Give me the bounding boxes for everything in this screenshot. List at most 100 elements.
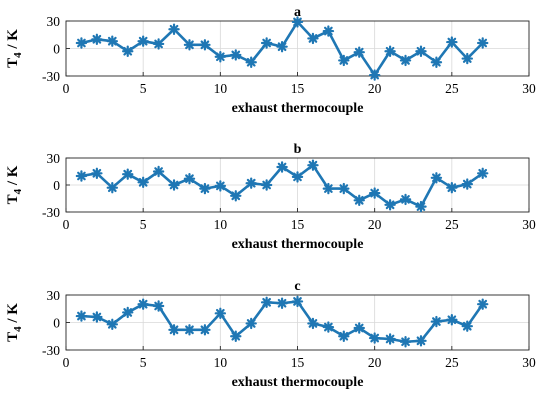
data-point (430, 315, 443, 328)
data-point (338, 330, 350, 342)
data-point (477, 37, 489, 49)
y-tick-label: 0 (53, 42, 60, 57)
data-point (477, 167, 489, 179)
data-point (461, 52, 473, 65)
data-point (152, 165, 165, 178)
data-point (230, 190, 242, 202)
data-point (430, 172, 443, 184)
y-tick-label: 30 (47, 151, 61, 166)
data-point (168, 324, 180, 336)
data-point (260, 296, 273, 309)
data-point (106, 182, 119, 194)
data-point (399, 193, 412, 206)
data-point (122, 306, 134, 319)
data-point (307, 159, 319, 171)
x-tick-label: 0 (63, 355, 70, 370)
x-tick-label: 15 (291, 81, 305, 96)
data-point (353, 46, 365, 58)
data-point (214, 307, 227, 320)
data-point (338, 54, 350, 67)
data-point (106, 318, 119, 331)
x-tick-label: 10 (214, 81, 228, 96)
data-point (353, 322, 365, 334)
data-point (384, 199, 396, 211)
x-axis-label: exhaust thermocouple (232, 101, 364, 116)
data-point (91, 33, 103, 46)
data-point (260, 37, 273, 49)
data-point (368, 69, 381, 81)
x-tick-label: 0 (63, 81, 70, 96)
data-point (230, 330, 242, 342)
data-point (477, 298, 489, 310)
subplot-title: a (294, 5, 301, 20)
data-point (291, 171, 304, 183)
data-point (199, 324, 211, 336)
data-point (384, 333, 396, 345)
data-point (338, 182, 350, 195)
data-point (183, 39, 196, 51)
y-tick-label: -30 (42, 343, 60, 358)
data-point (91, 311, 103, 323)
data-point (91, 167, 103, 179)
x-tick-label: 20 (368, 355, 382, 370)
y-tick-label: 30 (47, 14, 61, 29)
data-point (430, 56, 443, 68)
x-tick-label: 0 (63, 217, 70, 232)
data-point (230, 49, 242, 61)
data-point (199, 182, 211, 195)
data-point (291, 295, 304, 308)
y-tick-label: 0 (53, 316, 60, 331)
data-point (199, 39, 211, 51)
x-tick-label: 25 (445, 217, 459, 232)
data-point (75, 310, 88, 322)
data-point (137, 298, 149, 310)
data-point (260, 179, 273, 191)
x-tick-label: 20 (368, 81, 382, 96)
data-point (322, 25, 335, 37)
data-point (276, 40, 288, 53)
data-point (276, 297, 288, 309)
data-point (307, 32, 319, 45)
subplot-title: c (294, 279, 300, 294)
x-axis-label: exhaust thermocouple (232, 237, 364, 252)
x-tick-label: 10 (214, 217, 228, 232)
x-tick-label: 20 (368, 217, 382, 232)
data-point (245, 177, 257, 189)
data-point (399, 54, 412, 67)
y-tick-label: 0 (53, 178, 60, 193)
y-tick-label: 30 (47, 288, 61, 303)
x-tick-label: 5 (140, 217, 147, 232)
data-point (415, 335, 427, 347)
data-point (75, 170, 88, 182)
x-tick-label: 15 (291, 217, 305, 232)
data-point (446, 36, 458, 48)
data-point (446, 182, 458, 194)
data-point (368, 187, 381, 199)
data-point (137, 176, 149, 188)
data-point (214, 51, 227, 63)
data-point (168, 23, 180, 35)
x-tick-label: 25 (445, 81, 459, 96)
data-point (461, 178, 473, 190)
data-point (461, 320, 473, 332)
data-point (106, 35, 119, 47)
data-point (245, 317, 257, 330)
data-point (322, 182, 335, 195)
data-point (122, 168, 134, 180)
x-tick-label: 30 (522, 217, 536, 232)
x-tick-label: 30 (522, 355, 536, 370)
data-point (353, 194, 365, 206)
x-tick-label: 10 (214, 355, 228, 370)
data-point (446, 314, 458, 326)
y-axis-label: T4 / K (5, 165, 24, 204)
data-point (415, 200, 427, 213)
data-point (183, 324, 196, 336)
data-point (307, 317, 319, 330)
data-point (291, 16, 304, 28)
y-axis-label: T4 / K (5, 303, 24, 342)
data-point (368, 332, 381, 344)
